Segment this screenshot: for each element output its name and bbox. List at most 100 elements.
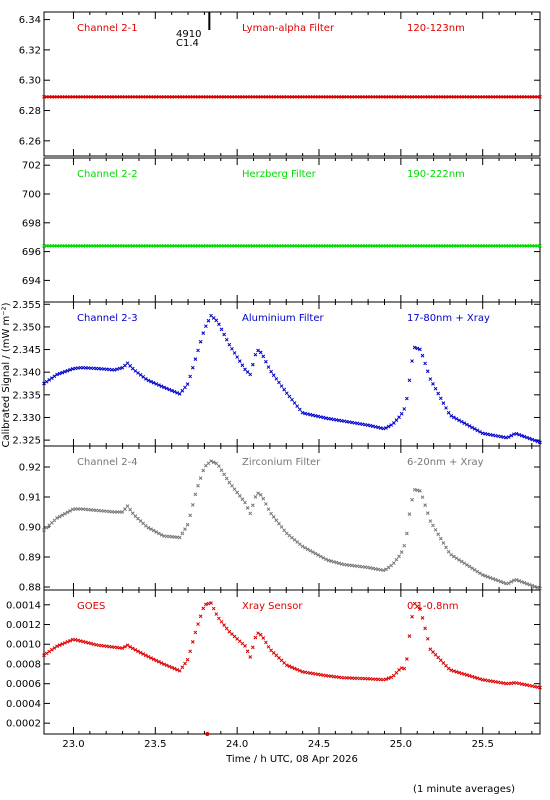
data-point	[203, 324, 208, 329]
y-tick-label: 2.325	[12, 436, 41, 447]
y-tick-label: 6.28	[19, 106, 41, 117]
band-label: 0.1-0.8nm	[407, 601, 459, 612]
data-point	[201, 468, 206, 473]
data-point	[412, 345, 417, 350]
y-tick-label: 2.355	[12, 300, 41, 311]
data-point	[311, 671, 315, 676]
data-point	[279, 525, 284, 529]
data-point	[172, 389, 177, 394]
data-point	[274, 376, 279, 381]
data-point	[214, 318, 219, 323]
data-point	[128, 644, 133, 649]
data-point	[532, 684, 537, 689]
data-point	[436, 532, 441, 537]
data-point	[441, 401, 446, 405]
data-point	[535, 685, 540, 689]
data-point	[57, 371, 62, 376]
data-point	[485, 432, 490, 437]
data-point	[282, 528, 287, 533]
data-point	[360, 422, 365, 427]
data-point	[407, 512, 412, 516]
data-point	[86, 641, 91, 645]
data-point	[459, 419, 464, 424]
data-point	[519, 682, 524, 686]
data-point	[183, 661, 187, 666]
data-point	[63, 369, 67, 374]
panel-1: 6.26 6.28 6.30 6.32 6.34 Channel 2-1 Lyman-alp…	[19, 11, 542, 157]
data-point	[185, 522, 190, 527]
data-point	[311, 550, 315, 554]
band-label: 120-123nm	[407, 23, 465, 34]
data-point	[245, 370, 250, 374]
data-point	[65, 510, 70, 515]
data-point	[138, 650, 143, 655]
data-point	[514, 431, 519, 436]
data-point	[128, 364, 133, 368]
x-tick-label: 23.0	[62, 739, 84, 750]
data-point	[217, 464, 221, 469]
data-point	[219, 468, 224, 473]
data-point	[462, 672, 467, 677]
data-point	[297, 668, 302, 673]
data-point	[337, 561, 341, 566]
data-point	[154, 530, 159, 534]
data-point	[350, 420, 354, 425]
data-point	[159, 384, 164, 389]
data-point	[300, 410, 305, 415]
data-point	[441, 541, 446, 545]
data-point	[214, 612, 219, 616]
data-point	[342, 419, 347, 424]
data-point	[57, 643, 62, 647]
data-point	[465, 563, 469, 567]
data-point	[381, 568, 386, 573]
data-point	[245, 506, 250, 510]
data-point	[478, 429, 482, 434]
data-point	[444, 406, 448, 410]
data-point	[138, 519, 143, 523]
data-point	[339, 418, 344, 423]
data-point	[149, 379, 153, 384]
data-point	[143, 377, 148, 381]
data-point	[457, 418, 461, 423]
data-point	[167, 387, 172, 392]
data-point	[483, 574, 488, 578]
data-point	[519, 579, 524, 584]
data-point	[444, 663, 448, 668]
data-point	[237, 494, 242, 498]
data-point	[446, 549, 451, 554]
data-point	[78, 639, 83, 643]
data-point	[133, 648, 138, 652]
data-point	[459, 559, 464, 564]
data-point	[68, 508, 72, 513]
data-point	[264, 502, 268, 506]
data-point	[423, 503, 427, 508]
data-point	[470, 425, 474, 430]
band-label: 6-20nm + Xray	[407, 457, 484, 468]
y-tick-label: 0.0008	[6, 659, 41, 670]
data-point	[256, 491, 260, 496]
data-point	[237, 359, 242, 364]
data-point	[159, 661, 164, 665]
data-point	[177, 668, 182, 673]
data-point	[198, 614, 203, 619]
y-tick-label: 0.0012	[6, 620, 41, 631]
data-point	[423, 361, 427, 366]
data-point	[436, 655, 441, 660]
data-point	[389, 675, 394, 680]
data-point	[180, 388, 185, 393]
y-tick-label: 6.26	[19, 136, 41, 147]
data-point	[415, 488, 420, 493]
data-point	[250, 503, 255, 508]
data-point	[371, 424, 375, 429]
data-point	[203, 463, 208, 468]
data-point	[418, 607, 422, 611]
data-point	[141, 652, 146, 656]
data-point	[407, 378, 412, 383]
band-label: 17-80nm + Xray	[407, 313, 490, 324]
data-point	[175, 667, 179, 672]
data-point	[190, 640, 195, 644]
data-point	[339, 562, 344, 566]
data-point	[162, 385, 166, 390]
data-point	[334, 560, 339, 565]
